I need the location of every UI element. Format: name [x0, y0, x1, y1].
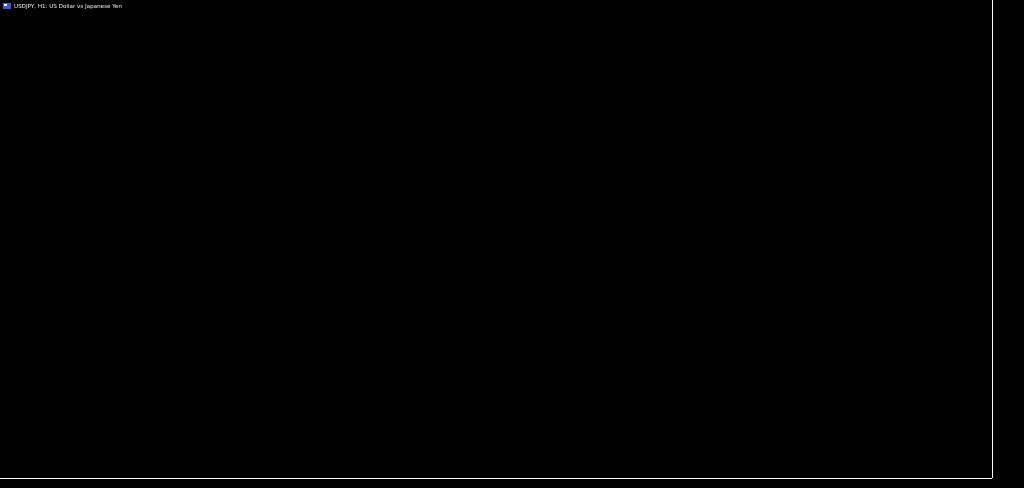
chart-title: USDJPY, H1: US Dollar vs Japanese Yen — [14, 4, 122, 10]
symbol-icon-flag — [4, 4, 7, 6]
